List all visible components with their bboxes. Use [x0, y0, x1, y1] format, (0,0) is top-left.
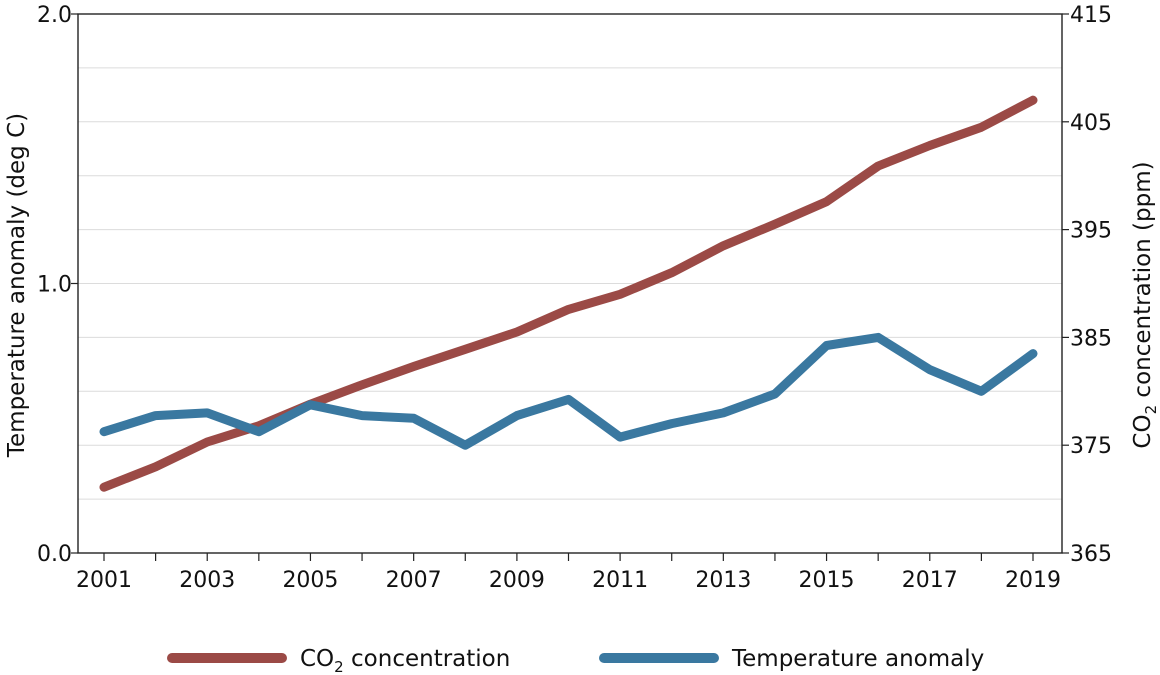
tick-layer: 2001 2003 2005 2007 2009 2011 2013 2015 2017 2019… — [37, 3, 1112, 593]
legend-label-co2: CO2 concentration — [300, 646, 510, 675]
x-tick-label: 2007 — [386, 568, 442, 593]
left-tick-label: 0.0 — [37, 542, 72, 567]
legend-label-co2-main: CO — [300, 646, 334, 672]
x-tick-label: 2001 — [76, 568, 132, 593]
x-tick-label: 2009 — [489, 568, 545, 593]
left-tick-label: 2.0 — [37, 3, 72, 28]
right-axis-title: CO2 concentration (ppm) — [1130, 161, 1160, 448]
legend-label-co2-subscript: 2 — [334, 658, 344, 675]
x-tick-label: 2019 — [1005, 568, 1061, 593]
right-tick-label: 405 — [1070, 111, 1112, 136]
right-tick-label: 415 — [1070, 3, 1112, 28]
series-layer — [99, 95, 1038, 492]
right-axis-title-main: CO — [1130, 414, 1156, 448]
right-axis-title-subscript: 2 — [1142, 405, 1160, 415]
legend-item-co2: CO2 concentration — [167, 646, 510, 675]
series-line-temperature — [99, 332, 1038, 450]
left-axis-title: Temperature anomaly (deg C) — [4, 113, 30, 458]
legend: CO2 concentration Temperature anomaly — [167, 646, 984, 675]
right-tick-label: 395 — [1070, 219, 1112, 244]
right-tick-label: 365 — [1070, 542, 1112, 567]
right-axis-title-rest: concentration (ppm) — [1130, 161, 1156, 404]
gridlines — [78, 67, 1062, 500]
right-tick-label: 385 — [1070, 326, 1112, 351]
left-tick-label: 1.0 — [37, 273, 72, 298]
legend-label-temperature: Temperature anomaly — [731, 646, 984, 672]
series-line-co2 — [99, 95, 1038, 492]
legend-item-temperature: Temperature anomaly — [599, 646, 984, 672]
legend-label-co2-rest: concentration — [344, 646, 511, 672]
right-tick-label: 375 — [1070, 434, 1112, 459]
x-tick-label: 2011 — [592, 568, 648, 593]
x-tick-label: 2005 — [282, 568, 338, 593]
x-tick-label: 2017 — [902, 568, 958, 593]
x-tick-label: 2003 — [179, 568, 235, 593]
x-tick-label: 2013 — [695, 568, 751, 593]
x-tick-label: 2015 — [799, 568, 855, 593]
